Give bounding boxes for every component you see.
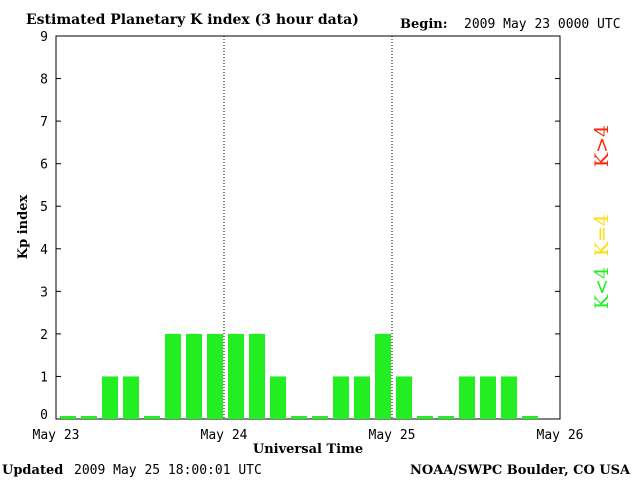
k-legend: K<4 K=4 K>4	[591, 125, 613, 309]
source-credit: NOAA/SWPC Boulder, CO USA	[410, 463, 631, 478]
kp-bar	[522, 416, 538, 419]
kp-bar	[123, 376, 139, 419]
kp-bar	[228, 333, 244, 419]
y-tick-label: 4	[40, 243, 48, 258]
kp-bar	[480, 376, 496, 419]
updated-label: Updated	[2, 463, 63, 478]
legend-entry: K<4	[591, 267, 613, 309]
x-axis-ticks: May 23 May 24 May 25 May 26	[33, 428, 584, 443]
y-tick-label: 2	[40, 328, 48, 343]
chart-title: Estimated Planetary K index (3 hour data…	[26, 12, 359, 28]
y-tick-label: 1	[40, 370, 48, 385]
kp-bar	[417, 416, 433, 419]
kp-bar	[60, 416, 76, 419]
kp-bar	[354, 376, 370, 419]
y-tick-label: 7	[40, 115, 48, 130]
kp-bar	[186, 333, 202, 419]
y-tick-label: 3	[40, 285, 48, 300]
kp-bar	[291, 416, 307, 419]
legend-entry: K=4	[591, 214, 613, 256]
kp-bar	[249, 333, 265, 419]
x-tick-label: May 26	[537, 428, 584, 443]
y-tick-label: 6	[40, 158, 48, 173]
kp-bar	[144, 416, 160, 419]
kp-bar	[333, 376, 349, 419]
kp-bar	[459, 376, 475, 419]
updated-value: 2009 May 25 18:00:01 UTC	[74, 463, 262, 478]
kp-bar	[396, 376, 412, 419]
kp-bar	[312, 416, 328, 419]
y-axis-ticks: 0 1 2 3 4 5 6 7 8 9	[40, 30, 560, 423]
kp-bar	[81, 416, 97, 419]
kp-bars	[60, 333, 538, 419]
y-axis-label: Kp index	[16, 195, 31, 260]
begin-value: 2009 May 23 0000 UTC	[464, 17, 621, 32]
kp-bar	[375, 333, 391, 419]
kp-bar	[438, 416, 454, 419]
x-tick-label: May 25	[369, 428, 416, 443]
kp-bar	[501, 376, 517, 419]
y-tick-label: 9	[40, 30, 48, 45]
plot-area	[55, 35, 561, 420]
x-axis-label: Universal Time	[253, 442, 363, 457]
begin-label: Begin:	[400, 17, 448, 32]
kp-bar	[165, 333, 181, 419]
legend-entry: K>4	[591, 125, 613, 167]
y-tick-label: 5	[40, 200, 48, 215]
y-tick-label: 0	[40, 408, 48, 423]
kp-bar	[207, 333, 223, 419]
y-tick-label: 8	[40, 73, 48, 88]
kp-bar	[102, 376, 118, 419]
kp-bar	[270, 376, 286, 419]
day-separators	[223, 36, 393, 419]
x-tick-label: May 23	[33, 428, 80, 443]
x-tick-label: May 24	[201, 428, 248, 443]
